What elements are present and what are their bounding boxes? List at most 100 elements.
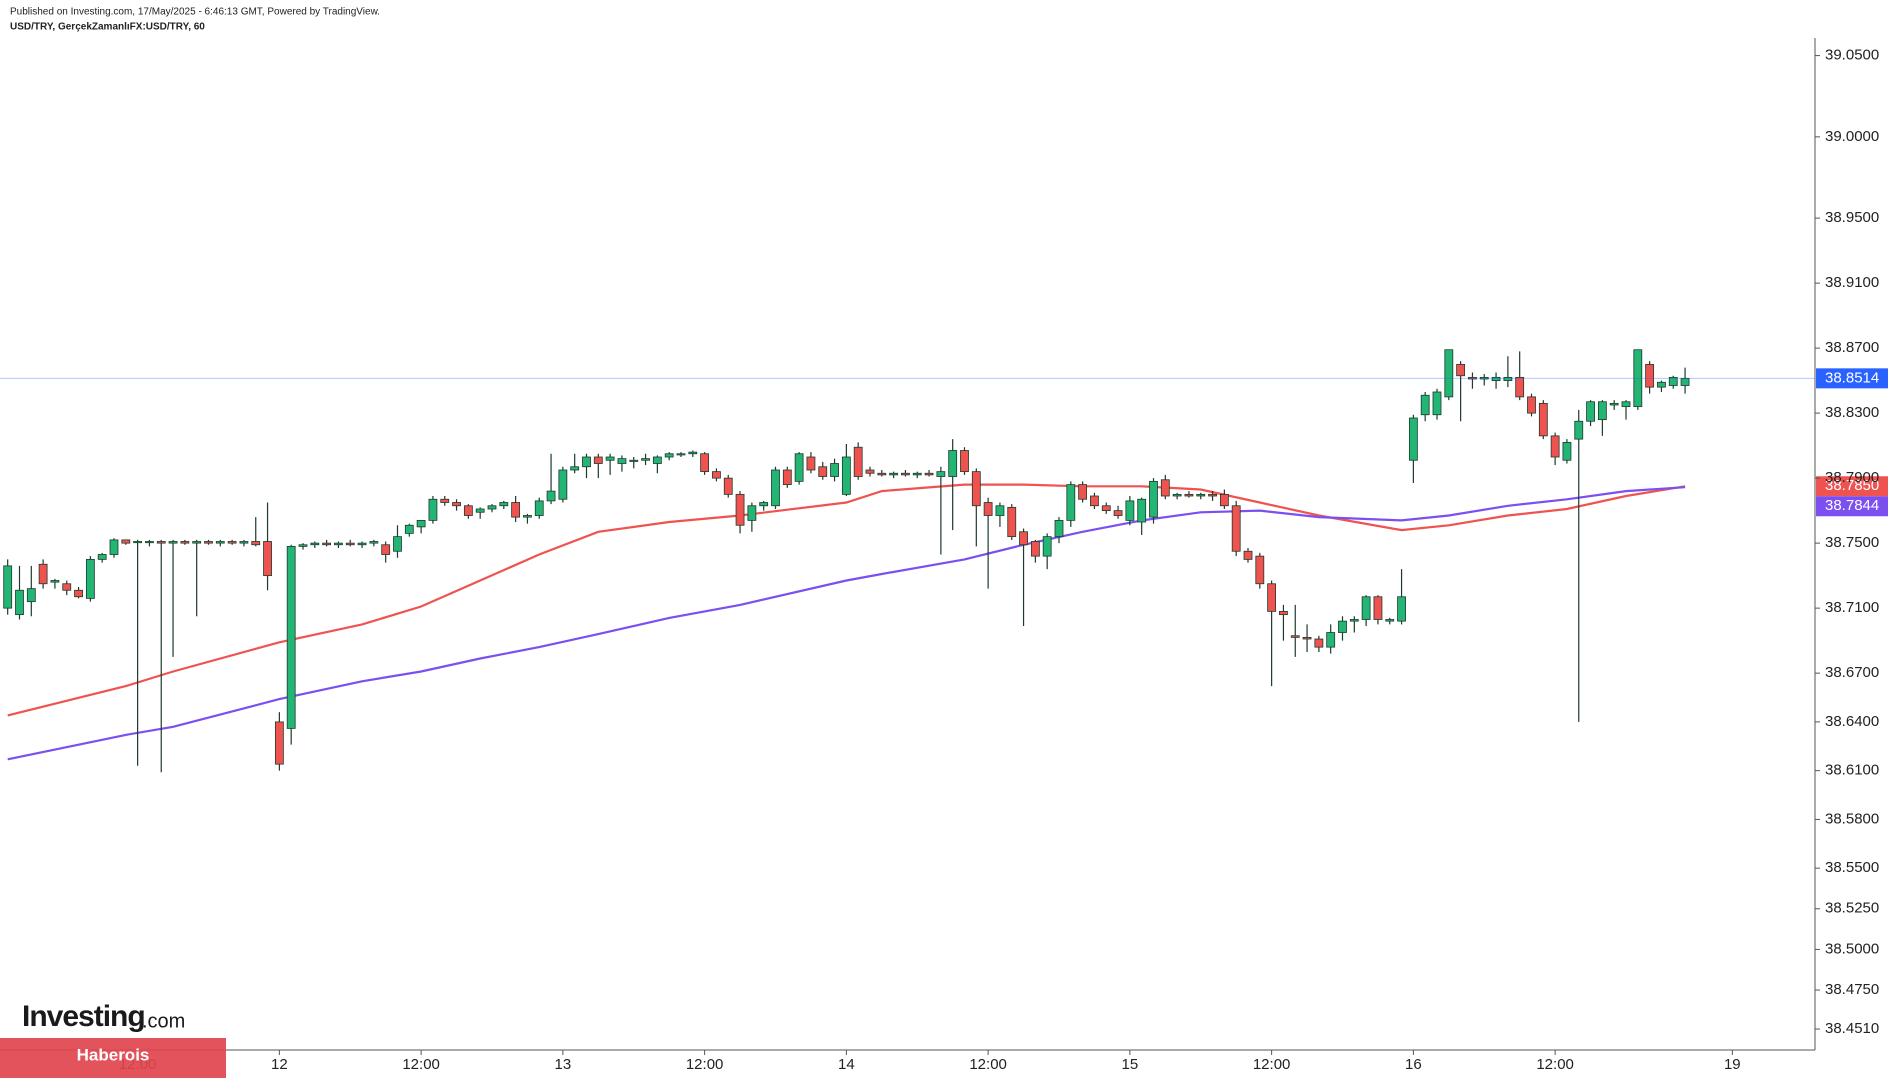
candle-body — [274, 721, 284, 765]
candle-body — [629, 459, 639, 462]
banner: Haberois — [0, 1038, 226, 1078]
candle-body — [1385, 619, 1395, 622]
candle-body — [901, 472, 910, 476]
x-tick-label: 14 — [838, 1056, 855, 1073]
candle-body — [877, 472, 887, 476]
plot — [3, 349, 1690, 773]
candle-body — [393, 536, 402, 552]
candle-body — [1444, 349, 1454, 398]
candle-body — [50, 580, 60, 583]
candle-body — [747, 505, 757, 521]
candle-body — [582, 456, 591, 468]
candle-body — [1219, 493, 1229, 507]
candle-body — [924, 472, 934, 476]
candle-body — [712, 471, 721, 479]
candle-body — [1042, 536, 1052, 557]
candle-body — [381, 544, 391, 555]
candle-body — [1208, 493, 1217, 497]
candle-body — [286, 545, 296, 729]
candle-body — [735, 493, 745, 526]
candle-body — [1113, 510, 1123, 516]
candle-body — [830, 463, 839, 477]
moving-average-label: 38.7850 — [1825, 477, 1879, 494]
x-tick-label: 19 — [1724, 1056, 1741, 1073]
candle-body — [782, 469, 792, 486]
candle-body — [546, 490, 556, 502]
candle-body — [15, 589, 24, 616]
candle-body — [534, 500, 544, 516]
candle-body — [3, 565, 13, 609]
y-tick-label: 38.4750 — [1825, 981, 1879, 998]
candle-body — [1090, 495, 1099, 507]
candle-body — [936, 471, 946, 477]
candle-body — [1054, 519, 1064, 538]
candle-body — [97, 554, 107, 560]
y-tick-label: 38.6100 — [1825, 762, 1879, 779]
y-tick-label: 38.7100 — [1825, 599, 1879, 616]
candle-body — [1397, 596, 1406, 622]
candle-body — [1562, 441, 1572, 461]
candle-body — [593, 456, 603, 464]
candle-body — [688, 451, 698, 455]
candle-body — [334, 542, 343, 546]
candle-body — [263, 541, 272, 577]
candle-body — [1408, 417, 1418, 461]
candle-body — [1101, 505, 1111, 512]
candle-body — [1290, 635, 1300, 638]
candle-body — [1668, 376, 1678, 386]
candle-body — [227, 541, 237, 544]
candle-body — [1007, 506, 1017, 538]
candle-body — [1019, 531, 1028, 546]
candle-body — [806, 456, 816, 471]
candle-body — [605, 456, 615, 461]
candle-body — [463, 505, 473, 516]
candle-body — [523, 515, 532, 518]
candle-body — [440, 498, 450, 503]
candle-body — [109, 539, 119, 555]
candle-body — [1515, 376, 1525, 398]
candle-body — [818, 466, 828, 477]
candle-body — [499, 502, 509, 507]
candle-body — [369, 541, 379, 544]
candle-body — [1373, 596, 1383, 620]
y-tick-label: 38.5800 — [1825, 810, 1879, 827]
candle-body — [1527, 396, 1536, 414]
moving-average-badge — [1816, 476, 1888, 497]
x-tick-label: 12:00 — [402, 1056, 440, 1073]
candle-body — [133, 541, 143, 544]
candle-body — [475, 508, 485, 513]
candle-body — [239, 541, 249, 544]
candle-body — [1184, 493, 1194, 497]
candle-body — [428, 498, 438, 521]
candle-body — [1456, 363, 1466, 377]
candle-body — [1468, 376, 1477, 380]
x-tick-label: 16 — [1405, 1056, 1422, 1073]
x-tick-label: 12 — [271, 1056, 288, 1073]
candle-body — [215, 541, 225, 544]
candle-body — [971, 471, 981, 507]
y-tick-label: 38.5250 — [1825, 900, 1879, 917]
logo-name: Investing — [22, 1000, 145, 1033]
overlay: 38.8514 38.7850 38.7844 — [0, 368, 1888, 517]
candle-body — [1538, 402, 1548, 437]
candle-body — [1479, 376, 1489, 380]
published-note: Published on Investing.com, 17/May/2025 … — [10, 7, 380, 18]
candle-body — [62, 583, 72, 591]
candle-body — [322, 542, 332, 546]
candle-body — [1066, 484, 1076, 521]
candle-body — [1609, 402, 1619, 406]
candle-body — [1314, 638, 1324, 648]
candle-body — [723, 477, 733, 495]
candle-body — [26, 588, 36, 603]
y-tick-label: 38.6400 — [1825, 713, 1879, 730]
candle-body — [310, 542, 320, 546]
y-tick-label: 38.8700 — [1825, 339, 1879, 356]
candle-body — [487, 505, 497, 510]
candle-body — [617, 458, 627, 464]
x-tick-label: 15 — [1122, 1056, 1139, 1073]
candle-body — [948, 450, 958, 477]
candle-body — [511, 502, 521, 518]
candle-body — [1267, 583, 1277, 612]
candle-body — [1137, 498, 1147, 523]
